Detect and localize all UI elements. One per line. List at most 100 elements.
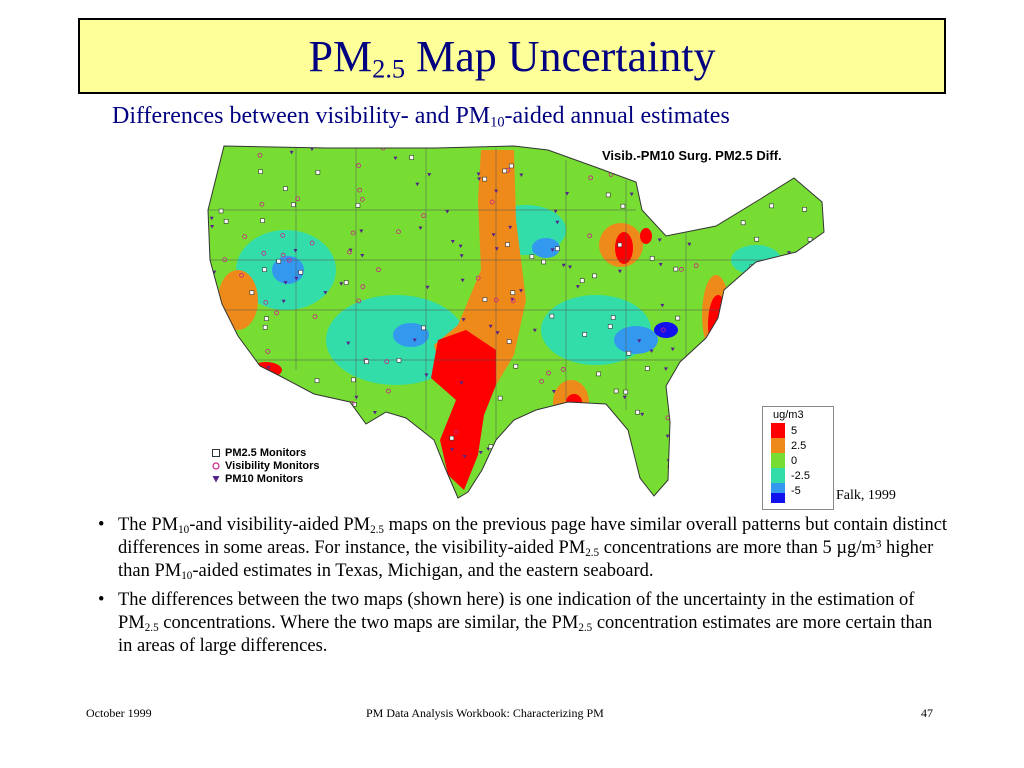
pm25-monitor-marker (510, 290, 516, 295)
pm10-monitor-marker (209, 216, 214, 221)
monitor-legend: PM2.5 Monitors Visibility Monitors PM10 … (210, 446, 320, 485)
pm25-monitor-marker (513, 363, 519, 369)
visibility-monitor-marker (546, 370, 551, 376)
pm25-monitor-marker (314, 378, 320, 383)
pm25-monitor-marker (747, 308, 752, 313)
visibility-monitor-marker (510, 298, 516, 304)
visibility-monitor-marker (360, 284, 366, 290)
pm25-monitor-marker (737, 371, 743, 377)
pm10-monitor-marker (521, 458, 526, 463)
pm10-monitor-marker (811, 365, 816, 370)
pm10-monitor-marker (637, 339, 642, 343)
pm25-monitor-marker (592, 273, 597, 279)
pm10-monitor-marker (519, 289, 524, 293)
pm25-monitor-marker (792, 323, 798, 328)
pm25-monitor-marker (482, 297, 488, 302)
pm25-monitor-marker (258, 169, 263, 174)
pm10-monitor-marker (293, 248, 298, 253)
bullet-list: • The PM10-and visibility-aided PM2.5 map… (98, 514, 948, 664)
pm25-monitor-marker (816, 150, 822, 156)
visibility-monitor-marker (274, 310, 279, 316)
pm25-monitor-marker (579, 278, 585, 283)
visibility-monitor-marker (560, 367, 566, 372)
pm25-monitor-marker (249, 290, 255, 295)
pm25-monitor-marker (529, 254, 535, 259)
pm25-monitor-marker (209, 359, 215, 365)
pm10-monitor-marker (210, 224, 215, 229)
pm10-monitor-marker (617, 477, 622, 482)
visibility-monitor-marker (748, 472, 754, 478)
pm10-monitor-marker (289, 428, 294, 432)
pm10-monitor-marker (449, 448, 454, 452)
pm10-monitor-marker (561, 263, 566, 268)
pm10-monitor-marker (445, 209, 450, 214)
pm10-monitor-marker (359, 229, 364, 233)
pm25-monitor-marker (549, 313, 555, 319)
pm10-monitor-marker (289, 150, 294, 155)
visibility-monitor-marker (669, 168, 675, 174)
pm10-monitor-marker (551, 390, 556, 394)
bullet-item: • The PM10-and visibility-aided PM2.5 map… (98, 515, 948, 582)
pm10-monitor-marker (268, 415, 273, 419)
visibility-monitor-marker (453, 429, 459, 435)
legend-swatch (771, 493, 785, 503)
pm25-monitor-marker (262, 267, 267, 272)
visibility-monitor-marker (720, 474, 725, 480)
pm10-monitor-marker (550, 248, 555, 252)
pm25-monitor-marker (352, 402, 357, 407)
pm10-monitor-marker (658, 263, 663, 267)
pm25-monitor-marker (298, 269, 304, 275)
pm10-monitor-marker (660, 303, 665, 308)
pm10-monitor-marker (459, 254, 464, 258)
pm10-monitor-marker (670, 347, 675, 352)
visibility-monitor-marker (212, 406, 218, 412)
circle-icon (210, 461, 222, 470)
pm10-monitor-marker (393, 156, 398, 161)
visibility-monitor-marker (280, 233, 286, 238)
pm10-monitor-marker (427, 173, 432, 177)
visibility-monitor-marker (757, 336, 763, 342)
monitor-legend-item: Visibility Monitors (210, 459, 320, 472)
pm25-monitor-marker (673, 266, 679, 272)
pm10-monitor-marker (622, 395, 627, 400)
monitor-legend-item: PM10 Monitors (210, 472, 320, 485)
pm10-monitor-marker (640, 412, 645, 417)
pm25-monitor-marker (364, 359, 369, 365)
legend-item (771, 493, 831, 503)
visibility-monitor-marker (489, 199, 495, 205)
pm10-monitor-marker (649, 349, 654, 353)
pm25-monitor-marker (613, 388, 619, 394)
pm25-monitor-marker (409, 155, 414, 160)
pm10-monitor-marker (663, 367, 668, 371)
visibility-monitor-marker (588, 175, 594, 181)
monitor-legend-item: PM2.5 Monitors (210, 446, 320, 459)
pm10-monitor-marker (568, 265, 573, 270)
pm25-monitor-marker (276, 258, 282, 264)
pm10-monitor-marker (266, 366, 271, 370)
visibility-monitor-marker (396, 229, 401, 235)
pm10-monitor-marker (689, 392, 694, 397)
pm10-monitor-marker (495, 331, 500, 335)
pm25-monitor-marker (315, 170, 321, 175)
pm25-monitor-marker (541, 259, 547, 265)
pm25-monitor-marker (264, 316, 269, 321)
slide-subtitle: Differences between visibility- and PM10… (112, 103, 730, 131)
visibility-monitor-marker (286, 257, 292, 263)
pm25-monitor-marker (396, 358, 402, 363)
pm10-monitor-marker (487, 480, 492, 484)
legend-item: 2.5 (771, 438, 831, 453)
visibility-monitor-marker (515, 421, 521, 426)
visibility-monitor-marker (714, 207, 719, 212)
visibility-monitor-marker (794, 355, 800, 361)
visibility-monitor-marker (385, 388, 391, 394)
pm10-monitor-marker (419, 483, 424, 488)
footer-date: October 1999 (86, 706, 152, 720)
pm10-monitor-marker (462, 454, 467, 459)
pm10-monitor-marker (415, 182, 420, 187)
pm25-monitor-marker (714, 436, 720, 442)
legend-unit: ug/m3 (773, 409, 804, 421)
pm25-monitor-marker (769, 203, 774, 209)
pm10-monitor-marker (461, 318, 466, 322)
color-legend: ug/m3 5 2.5 0 -2.5 -5 (762, 406, 834, 510)
visibility-monitor-marker (261, 250, 267, 256)
